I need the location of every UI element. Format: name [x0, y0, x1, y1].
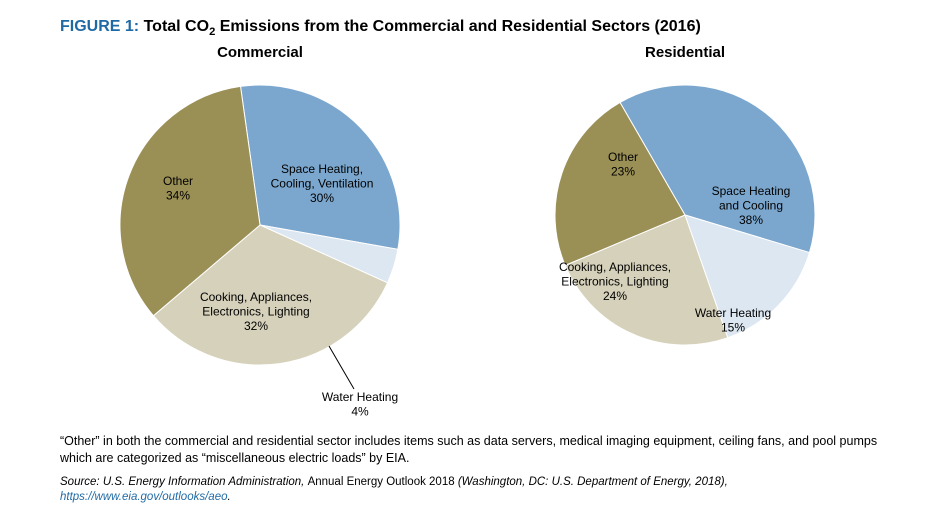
figure-container: FIGURE 1: Total CO2 Emissions from the C… [0, 0, 925, 526]
pie-leader-line [329, 346, 354, 389]
title-part-a: Total CO [144, 18, 209, 35]
figure-title-rest: Total CO2 Emissions from the Commercial … [144, 18, 701, 35]
figure-source: Source: U.S. Energy Information Administ… [60, 475, 885, 506]
title-part-b: Emissions from the Commercial and Reside… [215, 18, 701, 35]
figure-title-prefix: FIGURE 1: [60, 18, 139, 35]
chart-residential: Residential Space Heatingand Cooling38%W… [485, 44, 885, 390]
pie-chart-svg: Space Heatingand Cooling38%Water Heating… [485, 65, 885, 385]
charts-row: Commercial Space Heating,Cooling, Ventil… [60, 44, 885, 425]
pie-slice-label: Other23% [608, 150, 638, 178]
pie-slice-label: Other34% [163, 174, 193, 202]
source-text-c: (Washington, DC: U.S. Department of Ener… [458, 476, 728, 488]
chart-commercial: Commercial Space Heating,Cooling, Ventil… [60, 44, 460, 425]
pie-slice-label: Water Heating4% [322, 390, 398, 418]
source-period: . [228, 491, 231, 503]
figure-title: FIGURE 1: Total CO2 Emissions from the C… [60, 18, 885, 38]
chart-residential-subtitle: Residential [645, 44, 725, 61]
source-text-b: Annual Energy Outlook 2018 [308, 476, 455, 488]
pie-chart-svg: Space Heating,Cooling, Ventilation30%Wat… [60, 65, 460, 420]
chart-residential-svg-holder: Space Heatingand Cooling38%Water Heating… [485, 65, 885, 390]
chart-commercial-svg-holder: Space Heating,Cooling, Ventilation30%Wat… [60, 65, 460, 425]
source-text-a: Source: U.S. Energy Information Administ… [60, 476, 304, 488]
chart-commercial-subtitle: Commercial [217, 44, 303, 61]
source-link: https://www.eia.gov/outlooks/aeo [60, 491, 228, 503]
figure-caption: “Other” in both the commercial and resid… [60, 433, 885, 467]
